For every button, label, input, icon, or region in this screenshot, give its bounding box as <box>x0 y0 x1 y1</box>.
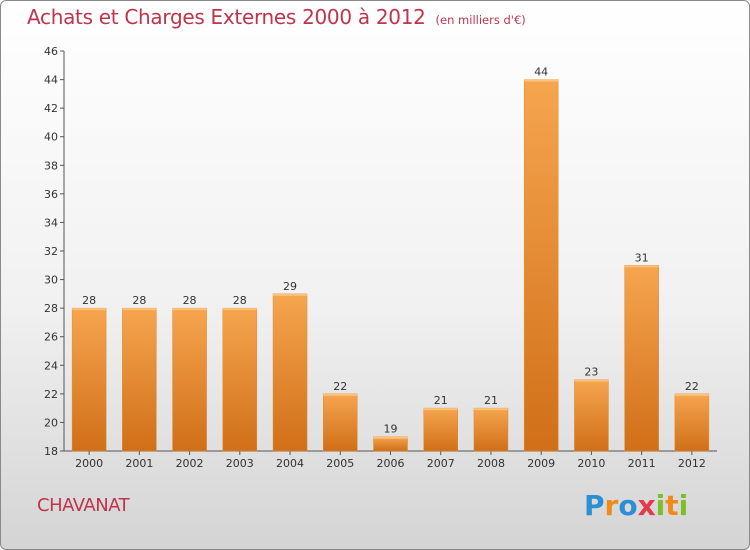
y-tick-label: 22 <box>44 388 58 401</box>
y-tick-label: 24 <box>44 359 58 372</box>
bar-top-2004 <box>273 293 308 296</box>
value-label-2002: 28 <box>183 294 197 307</box>
y-tick-label: 34 <box>44 216 58 229</box>
bar-2005 <box>323 393 358 452</box>
y-tick-label: 28 <box>44 302 58 315</box>
value-label-2010: 23 <box>584 366 598 379</box>
bar-top-2002 <box>172 308 207 311</box>
x-tick-label-2007: 2007 <box>427 457 455 470</box>
bar-2010 <box>574 379 609 452</box>
value-label-2003: 28 <box>233 294 247 307</box>
y-tick-label: 36 <box>44 188 58 201</box>
y-tick-label: 20 <box>44 416 58 429</box>
y-tick-label: 44 <box>44 74 58 87</box>
bar-2011 <box>624 265 659 452</box>
bar-2000 <box>71 307 107 452</box>
x-tick-label-2009: 2009 <box>527 457 555 470</box>
bar-top-2003 <box>222 308 257 311</box>
y-tick-label: 26 <box>44 331 58 344</box>
bar-top-2012 <box>674 393 709 396</box>
bar-top-2010 <box>574 379 609 382</box>
bar-2006 <box>373 436 408 452</box>
bar-top-2009 <box>524 79 559 82</box>
x-tick-label-2012: 2012 <box>678 457 706 470</box>
bar-2002 <box>172 307 207 452</box>
y-tick-label: 38 <box>44 159 58 172</box>
bar-top-2008 <box>473 408 508 411</box>
bar-2012 <box>674 393 710 452</box>
x-tick-label-2004: 2004 <box>276 457 304 470</box>
chart-title: Achats et Charges Externes 2000 à 2012 <box>27 5 426 29</box>
chart-bars <box>71 79 710 452</box>
value-label-2009: 44 <box>534 66 548 79</box>
bar-2004 <box>272 293 308 452</box>
y-tick-label: 30 <box>44 274 58 287</box>
bar-2009 <box>523 79 559 452</box>
x-tick-label-2010: 2010 <box>577 457 605 470</box>
x-tick-label-2011: 2011 <box>628 457 656 470</box>
value-label-2006: 19 <box>384 423 398 436</box>
y-tick-label: 40 <box>44 131 58 144</box>
x-tick-label-2002: 2002 <box>176 457 204 470</box>
y-tick-label: 46 <box>44 45 58 58</box>
x-tick-label-2008: 2008 <box>477 457 505 470</box>
bar-2001 <box>122 307 157 452</box>
proxiti-logo: Proxiti <box>584 489 689 522</box>
chart-labels: 28 2000 28 2001 28 2002 28 2003 29 2004 22 2005 19 20… <box>75 66 706 470</box>
chart-axes: 18 20 22 24 26 28 30 32 34 36 38 40 42 44 46 <box>44 45 717 458</box>
chart-header: Achats et Charges Externes 2000 à 2012 (e… <box>27 5 526 29</box>
value-label-2005: 22 <box>333 380 347 393</box>
x-tick-label-2003: 2003 <box>226 457 254 470</box>
bar-top-2007 <box>423 408 458 411</box>
bar-2007 <box>423 407 458 452</box>
x-tick-label-2006: 2006 <box>377 457 405 470</box>
bar-top-2005 <box>323 393 358 396</box>
value-label-2012: 22 <box>685 380 699 393</box>
commune-name: CHAVANAT <box>37 495 130 516</box>
value-label-2007: 21 <box>434 394 448 407</box>
value-label-2004: 29 <box>283 280 297 293</box>
y-tick-label: 42 <box>44 102 58 115</box>
value-label-2000: 28 <box>82 294 96 307</box>
value-label-2011: 31 <box>635 251 649 264</box>
x-tick-label-2001: 2001 <box>125 457 153 470</box>
chart-subtitle: (en milliers d'€) <box>435 13 526 27</box>
x-tick-label-2005: 2005 <box>326 457 354 470</box>
bar-2003 <box>222 307 258 452</box>
bar-top-2006 <box>373 436 408 439</box>
y-tick-label: 18 <box>44 445 58 458</box>
x-tick-label-2000: 2000 <box>75 457 103 470</box>
value-label-2008: 21 <box>484 394 498 407</box>
bar-2008 <box>473 407 509 452</box>
value-label-2001: 28 <box>132 294 146 307</box>
bar-top-2000 <box>72 308 107 311</box>
y-tick-label: 32 <box>44 245 58 258</box>
bar-top-2011 <box>624 265 659 268</box>
bar-top-2001 <box>122 308 157 311</box>
